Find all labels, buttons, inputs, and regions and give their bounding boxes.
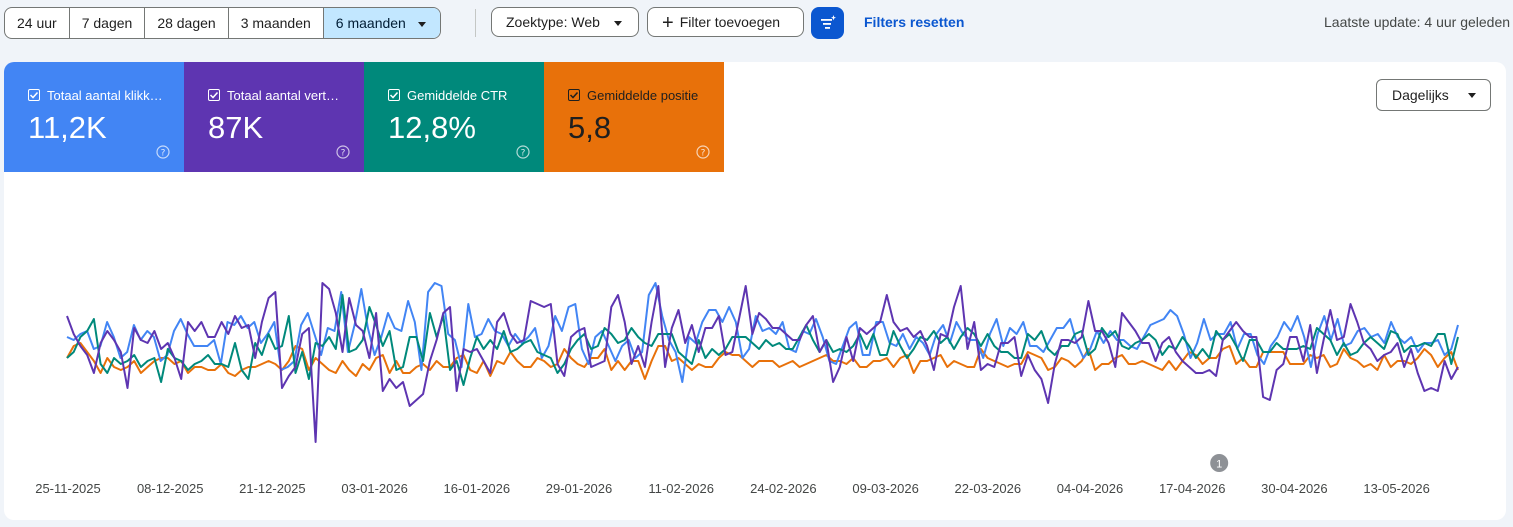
metric-position-value: 5,8: [568, 110, 612, 145]
help-icon[interactable]: ?: [696, 145, 710, 159]
metric-position-label: Gemiddelde positie: [587, 88, 699, 103]
toolbar-divider: [475, 9, 476, 37]
x-tick-label: 13-05-2026: [1363, 481, 1430, 496]
metric-impressions-tab[interactable]: Totaal aantal vert… 87K ?: [184, 62, 364, 172]
granularity-label: Dagelijks: [1392, 87, 1449, 103]
range-6m-label: 6 maanden: [335, 15, 406, 31]
chevron-down-icon: [613, 20, 622, 26]
range-28d-button[interactable]: 28 dagen: [145, 8, 229, 38]
range-6m-button[interactable]: 6 maanden: [323, 8, 440, 38]
reset-filters-link[interactable]: Filters resetten: [864, 14, 965, 30]
x-tick-label: 30-04-2026: [1261, 481, 1328, 496]
svg-text:?: ?: [701, 149, 706, 159]
svg-text:?: ?: [161, 149, 166, 159]
x-tick-label: 08-12-2025: [137, 481, 204, 496]
x-tick-label: 11-02-2026: [648, 481, 714, 496]
metric-impressions-value: 87K: [208, 110, 264, 145]
x-tick-label: 24-02-2026: [750, 481, 817, 496]
add-filter-label: Filter toevoegen: [679, 14, 781, 30]
x-tick-label: 22-03-2026: [955, 481, 1022, 496]
checkbox-checked-icon[interactable]: [388, 89, 400, 101]
x-tick-label: 04-04-2026: [1057, 481, 1124, 496]
checkbox-checked-icon[interactable]: [568, 89, 580, 101]
performance-chart: 25-11-2025 08-12-2025 21-12-2025 03-01-2026…: [35, 282, 1459, 496]
filter-sparkle-icon: [820, 15, 836, 29]
x-tick-label: 25-11-2025: [35, 481, 101, 496]
granularity-dropdown[interactable]: Dagelijks: [1376, 79, 1491, 111]
search-type-dropdown[interactable]: Zoektype: Web: [491, 7, 639, 37]
metric-clicks-label: Totaal aantal klikk…: [47, 88, 163, 103]
help-icon[interactable]: ?: [336, 145, 350, 159]
search-type-label: Zoektype: Web: [506, 14, 600, 30]
annotation-badge-label: 1: [1216, 459, 1222, 471]
help-icon[interactable]: ?: [516, 145, 530, 159]
help-icon[interactable]: ?: [156, 145, 170, 159]
x-tick-label: 03-01-2026: [341, 481, 408, 496]
checkbox-checked-icon[interactable]: [208, 89, 220, 101]
x-tick-label: 09-03-2026: [852, 481, 919, 496]
metric-clicks-value: 11,2K: [28, 110, 107, 145]
checkbox-checked-icon[interactable]: [28, 89, 40, 101]
filter-settings-button[interactable]: [811, 7, 844, 39]
plus-icon: +: [662, 12, 674, 35]
x-tick-label: 21-12-2025: [239, 481, 306, 496]
range-3m-button[interactable]: 3 maanden: [229, 8, 324, 38]
metric-impressions-label: Totaal aantal vert…: [227, 88, 340, 103]
toolbar: 24 uur 7 dagen 28 dagen 3 maanden 6 maan…: [0, 0, 1513, 46]
performance-card: Totaal aantal klikk… 11,2K ? Totaal aant…: [4, 62, 1506, 520]
metric-position-tab[interactable]: Gemiddelde positie 5,8 ?: [544, 62, 724, 172]
add-filter-button[interactable]: + Filter toevoegen: [647, 7, 804, 37]
series-line-0: [66, 282, 1459, 443]
x-tick-label: 29-01-2026: [546, 481, 613, 496]
last-update-text: Laatste update: 4 uur geleden: [1324, 14, 1511, 30]
svg-text:?: ?: [341, 149, 346, 159]
chevron-down-icon: [417, 21, 426, 27]
metric-ctr-label: Gemiddelde CTR: [407, 88, 508, 103]
date-range-selector: 24 uur 7 dagen 28 dagen 3 maanden 6 maan…: [4, 7, 441, 39]
series-line-1: [66, 282, 1459, 383]
x-tick-label: 16-01-2026: [444, 481, 511, 496]
annotation-badge[interactable]: [1210, 454, 1229, 472]
metric-ctr-tab[interactable]: Gemiddelde CTR 12,8% ?: [364, 62, 544, 172]
metric-clicks-tab[interactable]: Totaal aantal klikk… 11,2K ?: [4, 62, 184, 172]
chevron-down-icon: [1468, 93, 1476, 98]
metric-ctr-value: 12,8%: [388, 110, 476, 145]
range-7d-button[interactable]: 7 dagen: [70, 8, 146, 38]
svg-text:?: ?: [521, 149, 526, 159]
x-tick-label: 17-04-2026: [1159, 481, 1226, 496]
range-24h-button[interactable]: 24 uur: [5, 8, 70, 38]
